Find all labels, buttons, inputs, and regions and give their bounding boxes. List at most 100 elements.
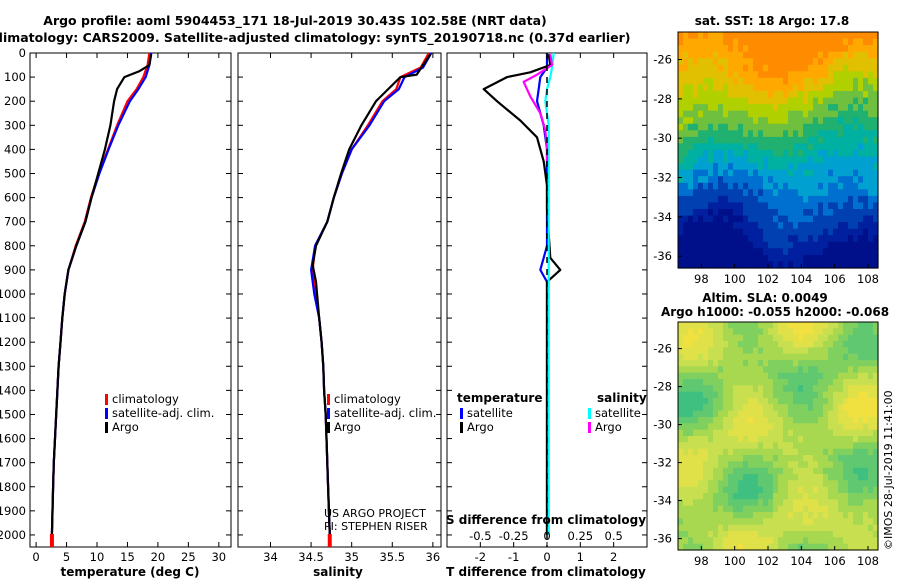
sst_map-cell [823,150,829,158]
sst_map-cell [693,104,699,112]
sst_map-cell [843,156,849,164]
sst_map-cell [683,228,689,236]
sst_map-cell [688,241,694,249]
sst_map-cell [848,195,854,204]
sst_map-cell [798,228,804,236]
sst_map-cell [843,45,849,53]
sla_map-cell [808,524,814,532]
sst_map-cell [873,228,879,236]
sla_map-cell [678,442,684,450]
sst_map-cell [798,248,804,256]
sla_map-cell [813,391,819,399]
sla_map-cell [728,341,734,348]
sst_map-cell [723,189,729,197]
sla_map-cell [823,531,829,538]
sst_map-cell [703,222,709,230]
sst_map-cell [793,209,799,217]
sst_map-cell [723,84,729,92]
sla_map-cell [708,537,714,545]
sla_map-cell [808,461,814,469]
sla_map-cell [738,436,744,443]
sst_map-cell [723,241,729,249]
sst_map-cell [723,71,729,79]
sst_map-cell [758,110,764,118]
sla_map-cell [823,322,829,329]
sla_map-cell [758,461,764,469]
sst_map-cell [708,97,714,105]
sst_map-cell [693,143,699,151]
sst_map-cell [728,150,734,158]
depth-tick-label: 1400 [0,383,26,397]
sst_map-cell [828,261,834,269]
sst_map-cell [693,77,699,86]
sla_map-cell [753,353,759,361]
temperature-x-tick-label: 30 [211,550,226,564]
sla_map-cell [753,455,759,462]
sst_map-cell [748,51,754,59]
sla_map-cell [678,537,684,545]
sst_map-cell [728,136,734,145]
sla_map-cell [763,398,769,405]
sla_map-cell [718,493,724,500]
sst_map-cell [828,222,834,230]
sst_map-cell [738,215,744,223]
sst_map-cell [678,123,684,131]
sst_map-cell [708,64,714,72]
sst_map-cell [758,32,764,40]
sla_map-cell [823,436,829,443]
sla_map-x-tick-label: 106 [824,554,846,568]
sst_map-cell [773,248,779,256]
sst_map-cell [788,123,794,131]
sst_map-cell [793,202,799,210]
sla_map-cell [798,537,804,545]
sla_map-cell [763,328,769,336]
sst_map-cell [778,143,784,151]
sla_map-cell [768,423,774,431]
sst_map-cell [773,241,779,249]
sst_map-cell [828,150,834,158]
sst_map-cell [678,195,684,204]
sst_map-cell [863,182,869,190]
sst_map-cell [733,91,739,99]
sla_map-x-tick-label: 108 [857,554,879,568]
sla_map-cell [833,385,839,393]
sla_map-cell [813,461,819,469]
sst_map-cell [853,254,859,263]
sst_map-cell [853,32,859,40]
sst_map-cell [818,182,824,190]
sst_map-cell [808,228,814,236]
sla_map-cell [808,543,814,551]
sla_map-cell [738,391,744,399]
sst_map-cell [863,84,869,92]
sst_map-cell [683,189,689,197]
sst_map-cell [843,84,849,92]
sst_map-cell [843,143,849,151]
legend-label: satellite-adj. clim. [334,406,436,420]
sst_map-cell [803,150,809,158]
sla_map-cell [813,334,819,342]
sst_map-cell [833,163,839,171]
sst_map-cell [863,235,869,243]
sla_map-cell [813,328,819,336]
sla_map-cell [763,341,769,348]
sla_map-cell [738,531,744,538]
sst_map-cell [863,130,869,138]
sla_map-cell [843,423,849,431]
sst_map-cell [753,215,759,223]
sla_map-cell [843,372,849,380]
sla_map-cell [853,543,859,551]
sla_map-cell [748,467,754,475]
sst_map-cell [733,189,739,197]
sla_map-cell [853,461,859,469]
sla_map-cell [718,518,724,526]
sst_map-cell [728,189,734,197]
sla_map-cell [833,499,839,507]
sst_map-cell [698,195,704,204]
sla_map-cell [738,442,744,450]
sla_map-cell [798,423,804,431]
sst_map-cell [858,130,864,138]
sst_map-cell [788,64,794,72]
sla_map-cell [713,448,719,456]
sla_map-cell [798,505,804,513]
sla_map-cell [748,524,754,532]
